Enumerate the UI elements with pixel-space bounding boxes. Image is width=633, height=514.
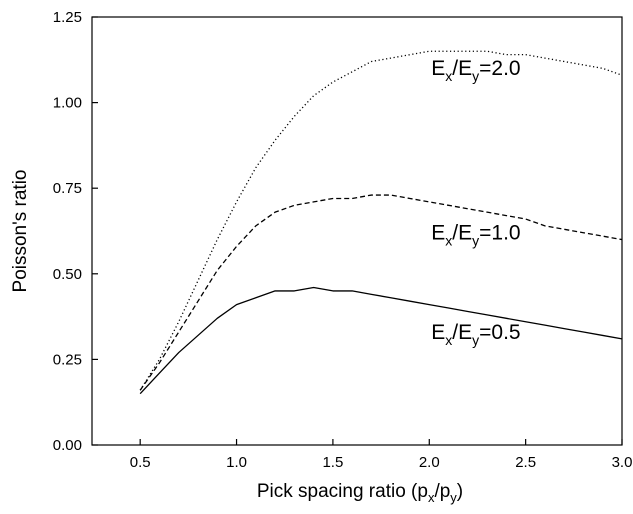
x-tick-label: 1.5	[322, 454, 343, 471]
x-tick-label: 0.5	[130, 454, 151, 471]
series-label-part: x	[445, 68, 452, 84]
x-tick-label: 2.0	[419, 454, 440, 471]
y-tick-label: 1.00	[53, 95, 82, 112]
x-tick-label: 2.5	[515, 454, 536, 471]
series-label-part: x	[445, 332, 452, 348]
ticks-layer: 0.5 1.0 1.5 2.0 2.5 3.0 0.00 0.25 0.50 0.75 1.00 1.…	[53, 9, 633, 471]
y-tick-label: 0.50	[53, 266, 82, 283]
series-label-ratio-0-5: Ex/Ey=0.5	[431, 321, 520, 348]
x-tick-label: 1.0	[226, 454, 247, 471]
series-label-part: E	[431, 222, 445, 245]
series-label-part: =2.0	[479, 57, 520, 80]
series-line-ratio-0-5	[139, 286, 623, 395]
x-tick-label: 3.0	[612, 454, 633, 471]
series-label-part: E	[431, 321, 445, 344]
series-line-ratio-2-0	[139, 50, 623, 391]
x-axis-label: Pick spacing ratio (px/py)	[257, 481, 463, 505]
y-axis-label: Poisson's ratio	[10, 170, 31, 293]
series-label-part: =1.0	[479, 222, 520, 245]
series-label-part: /E	[452, 57, 472, 80]
y-tick-label: 0.75	[53, 180, 82, 197]
series-layer	[139, 50, 623, 395]
series-label-part: y	[472, 68, 479, 84]
series-label-part: y	[472, 332, 479, 348]
series-label-part: E	[431, 57, 445, 80]
y-tick-label: 1.25	[53, 9, 82, 26]
labels-layer: Ex/Ey=2.0Ex/Ey=1.0Ex/Ey=0.5	[431, 57, 520, 348]
plot-frame	[91, 16, 623, 446]
series-label-part: =0.5	[479, 321, 520, 344]
series-label-part: x	[445, 233, 452, 249]
series-label-part: y	[472, 233, 479, 249]
series-label-ratio-2-0: Ex/Ey=2.0	[431, 57, 520, 84]
series-label-part: /E	[452, 321, 472, 344]
y-tick-label: 0.25	[53, 351, 82, 368]
series-line-ratio-1-0	[139, 194, 623, 391]
y-tick-label: 0.00	[53, 437, 82, 454]
series-label-ratio-1-0: Ex/Ey=1.0	[431, 222, 520, 249]
series-label-part: /E	[452, 222, 472, 245]
